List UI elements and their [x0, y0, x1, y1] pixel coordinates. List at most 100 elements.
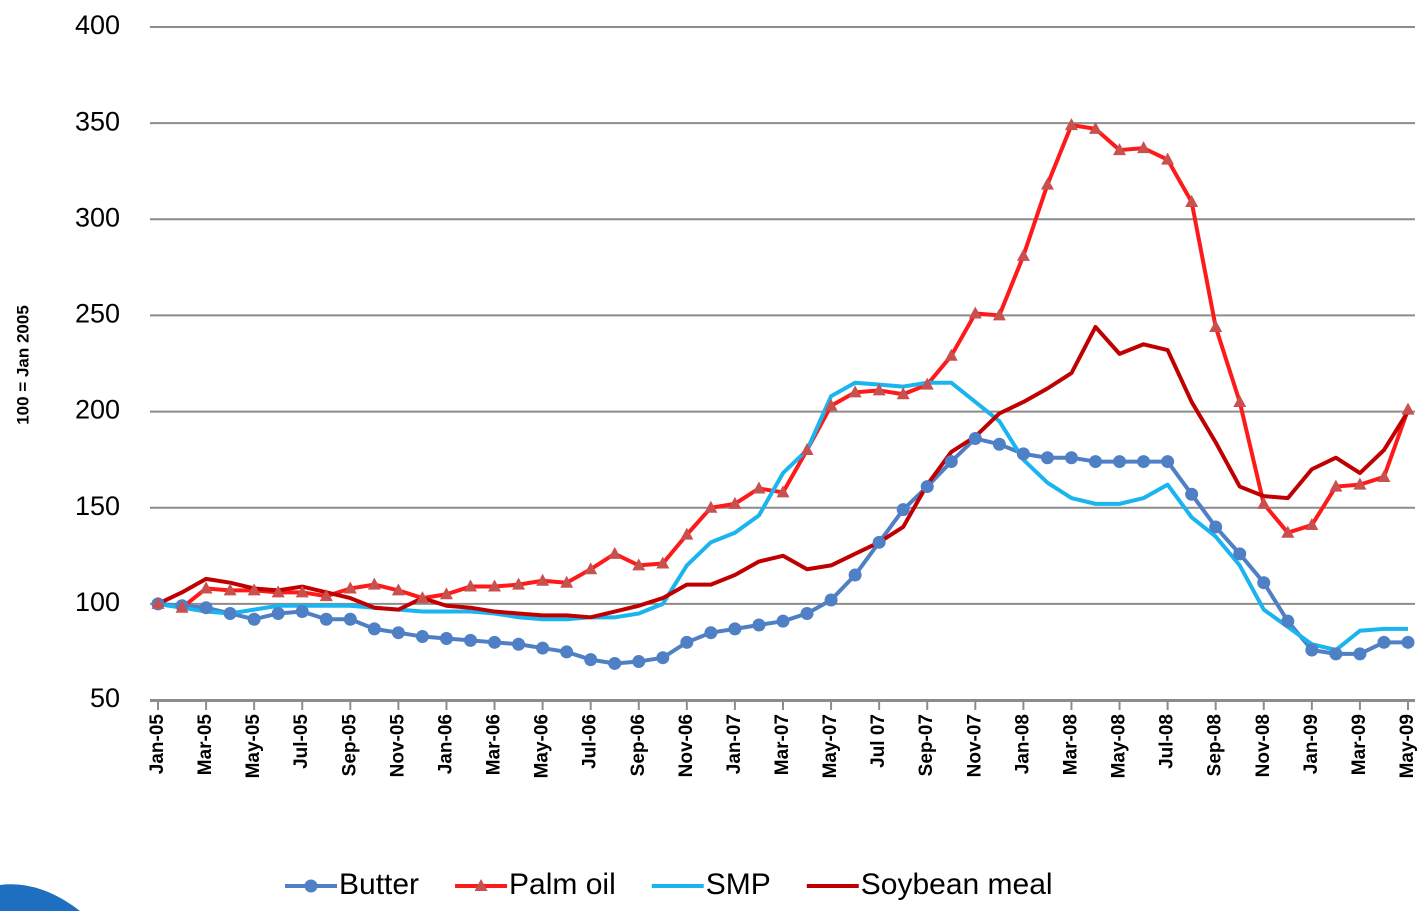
- marker: [1161, 455, 1175, 469]
- marker: [391, 626, 405, 640]
- marker: [584, 653, 598, 667]
- marker: [824, 593, 838, 607]
- marker: [1329, 479, 1343, 492]
- x-tick-label: Jul 07: [868, 714, 889, 768]
- marker: [474, 879, 488, 891]
- decoration: [0, 884, 80, 911]
- marker: [175, 600, 189, 613]
- x-tick-label: Sep-07: [916, 714, 937, 776]
- marker: [1305, 643, 1319, 657]
- x-tick-label: Jan-08: [1012, 714, 1033, 774]
- x-tick-label: Sep-06: [628, 714, 649, 776]
- marker: [1233, 394, 1247, 407]
- x-tick-label: May-08: [1109, 714, 1130, 778]
- marker: [656, 651, 670, 665]
- marker: [776, 614, 790, 628]
- x-tick-label: Mar-08: [1060, 714, 1081, 775]
- marker: [1257, 496, 1271, 509]
- marker: [800, 606, 814, 620]
- x-tick-label: Jan-06: [435, 714, 456, 774]
- marker: [1040, 451, 1054, 465]
- x-tick-label: Mar-06: [484, 714, 505, 775]
- marker: [560, 645, 574, 659]
- marker: [271, 585, 285, 598]
- marker: [1353, 477, 1367, 490]
- marker: [1377, 469, 1391, 482]
- marker: [223, 583, 237, 596]
- marker: [295, 605, 309, 619]
- marker: [920, 480, 934, 494]
- marker: [464, 633, 477, 647]
- marker: [896, 387, 910, 400]
- y-tick-label: 100: [75, 587, 120, 617]
- marker: [1329, 647, 1343, 661]
- marker: [271, 606, 285, 620]
- marker: [199, 581, 213, 594]
- marker: [728, 622, 742, 636]
- legend-label: Soybean meal: [861, 868, 1053, 901]
- marker: [680, 635, 694, 649]
- marker: [304, 879, 318, 893]
- marker: [584, 562, 598, 575]
- y-tick-label: 250: [75, 299, 120, 329]
- marker: [319, 589, 333, 602]
- marker: [704, 626, 718, 640]
- x-tick-label: Mar-07: [772, 714, 793, 775]
- marker: [319, 612, 333, 626]
- x-tick-label: Sep-05: [339, 714, 360, 777]
- marker: [464, 579, 477, 592]
- series-line: [157, 324, 1410, 620]
- marker: [992, 437, 1006, 451]
- marker: [1401, 635, 1415, 649]
- marker: [752, 618, 766, 632]
- marker: [848, 568, 862, 582]
- y-axis-label: 100 = Jan 2005: [13, 305, 32, 425]
- marker: [968, 431, 982, 445]
- marker: [1209, 319, 1223, 332]
- marker: [415, 630, 429, 644]
- x-tick-label: Nov-08: [1253, 714, 1274, 777]
- marker: [968, 306, 982, 319]
- marker: [439, 631, 453, 645]
- marker: [488, 635, 502, 649]
- marker: [1113, 143, 1127, 156]
- x-tick-label: Jul-08: [1157, 714, 1178, 769]
- marker: [415, 591, 429, 604]
- x-tick-label: Jan-07: [724, 714, 745, 774]
- marker: [223, 606, 237, 620]
- marker: [1281, 525, 1295, 538]
- marker: [1137, 141, 1151, 154]
- marker: [632, 558, 646, 571]
- marker: [367, 577, 381, 590]
- legend-label: Palm oil: [509, 868, 616, 901]
- marker: [728, 496, 742, 509]
- marker: [1281, 614, 1295, 628]
- marker: [944, 348, 958, 361]
- x-tick-label: Mar-05: [195, 714, 216, 776]
- marker: [1401, 402, 1415, 415]
- marker: [247, 612, 261, 626]
- legend: Butter Palm oil SMP Soybean meal: [285, 868, 1053, 901]
- marker: [151, 596, 165, 609]
- marker: [1113, 455, 1127, 469]
- marker: [1016, 248, 1030, 261]
- marker: [560, 575, 574, 588]
- marker: [1185, 194, 1199, 207]
- marker: [992, 308, 1006, 321]
- y-tick-label: 150: [75, 491, 120, 521]
- marker: [1089, 121, 1102, 134]
- marker: [1353, 647, 1367, 661]
- marker: [1185, 487, 1199, 501]
- marker: [920, 377, 934, 390]
- marker: [1040, 177, 1054, 190]
- x-tick-label: Nov-06: [676, 714, 697, 777]
- x-tick-label: Sep-08: [1205, 714, 1226, 776]
- marker: [752, 481, 766, 494]
- marker: [632, 655, 646, 669]
- marker: [295, 585, 309, 598]
- marker: [391, 583, 405, 596]
- marker: [199, 601, 213, 615]
- marker: [1377, 635, 1391, 649]
- marker: [247, 583, 261, 596]
- x-tick-label: May-05: [243, 714, 264, 779]
